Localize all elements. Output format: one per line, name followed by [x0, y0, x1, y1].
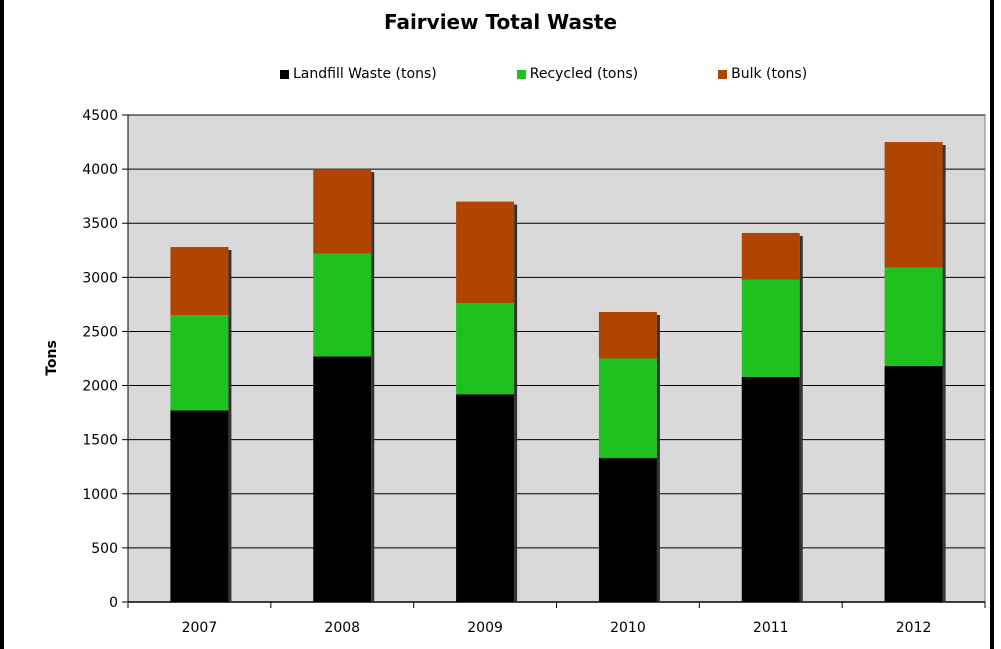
y-tick-label-0: 0: [109, 595, 118, 611]
bar-2009-series-1: [456, 303, 515, 395]
bar-shadow-2011: [799, 235, 803, 602]
x-tick-label-2008: 2008: [324, 620, 360, 636]
bar-shadow-2010: [656, 314, 660, 602]
legend-label-landfill: Landfill Waste (tons): [293, 66, 437, 82]
bar-shadow-2012: [942, 145, 946, 603]
y-tick-label-3500: 3500: [82, 216, 118, 232]
bar-2011-series-1: [741, 279, 800, 377]
legend-item-recycled: Recycled (tons): [516, 66, 639, 82]
bar-2010-series-1: [598, 358, 657, 459]
plot-group: 0 500 1000 1500 2000 2500 3000 3500 4000 4500 2007…: [82, 108, 986, 636]
bar-2012-series-0: [884, 366, 943, 602]
legend-swatch-landfill: [280, 69, 289, 79]
bar-2012-series-1: [884, 267, 943, 367]
bar-2008-series-0: [313, 356, 372, 602]
x-tick-label-2007: 2007: [182, 620, 218, 636]
right-border-line: [990, 0, 994, 649]
y-tick-label-2500: 2500: [82, 324, 118, 340]
legend-item-landfill: Landfill Waste (tons): [280, 66, 437, 82]
legend-item-bulk: Bulk (tons): [718, 66, 807, 82]
y-tick-label-1000: 1000: [82, 487, 118, 503]
bar-2010-series-2: [598, 311, 657, 359]
plot-background: [127, 114, 986, 603]
legend: Landfill Waste (tons) Recycled (tons) Bu…: [280, 66, 887, 82]
bar-2009-series-0: [456, 394, 515, 602]
y-tick-label-3000: 3000: [82, 270, 118, 286]
x-tick-label-2012: 2012: [896, 620, 932, 636]
y-tick-label-4500: 4500: [82, 108, 118, 124]
bar-2009-series-2: [456, 201, 515, 304]
bar-shadow-2008: [371, 172, 375, 602]
bar-2011-series-2: [741, 232, 800, 280]
bar-shadow-2007: [228, 250, 232, 602]
y-tick-label-4000: 4000: [82, 162, 118, 178]
y-tick-label-1500: 1500: [82, 433, 118, 449]
bar-2007-series-1: [170, 315, 229, 411]
bar-shadow-2009: [514, 204, 518, 603]
bar-2011-series-0: [741, 376, 800, 602]
y-tick-label-500: 500: [91, 541, 118, 557]
legend-label-recycled: Recycled (tons): [529, 66, 639, 82]
legend-swatch-bulk: [718, 69, 728, 79]
bar-2007-series-2: [170, 247, 229, 316]
bar-2012-series-2: [884, 142, 943, 268]
x-tick-label-2009: 2009: [467, 620, 503, 636]
bar-2010-series-0: [598, 458, 657, 602]
chart-title: Fairview Total Waste: [383, 10, 618, 34]
x-tick-label-2011: 2011: [753, 620, 789, 636]
legend-label-bulk: Bulk (tons): [731, 66, 808, 82]
bar-2007-series-0: [170, 410, 229, 602]
legend-swatch-recycled: [516, 69, 526, 79]
bar-2008-series-1: [313, 253, 372, 357]
left-border-line: [0, 0, 4, 649]
y-tick-label-2000: 2000: [82, 379, 118, 395]
bar-2008-series-2: [313, 169, 372, 254]
x-tick-label-2010: 2010: [610, 620, 646, 636]
y-axis-label: Tons: [44, 340, 60, 376]
